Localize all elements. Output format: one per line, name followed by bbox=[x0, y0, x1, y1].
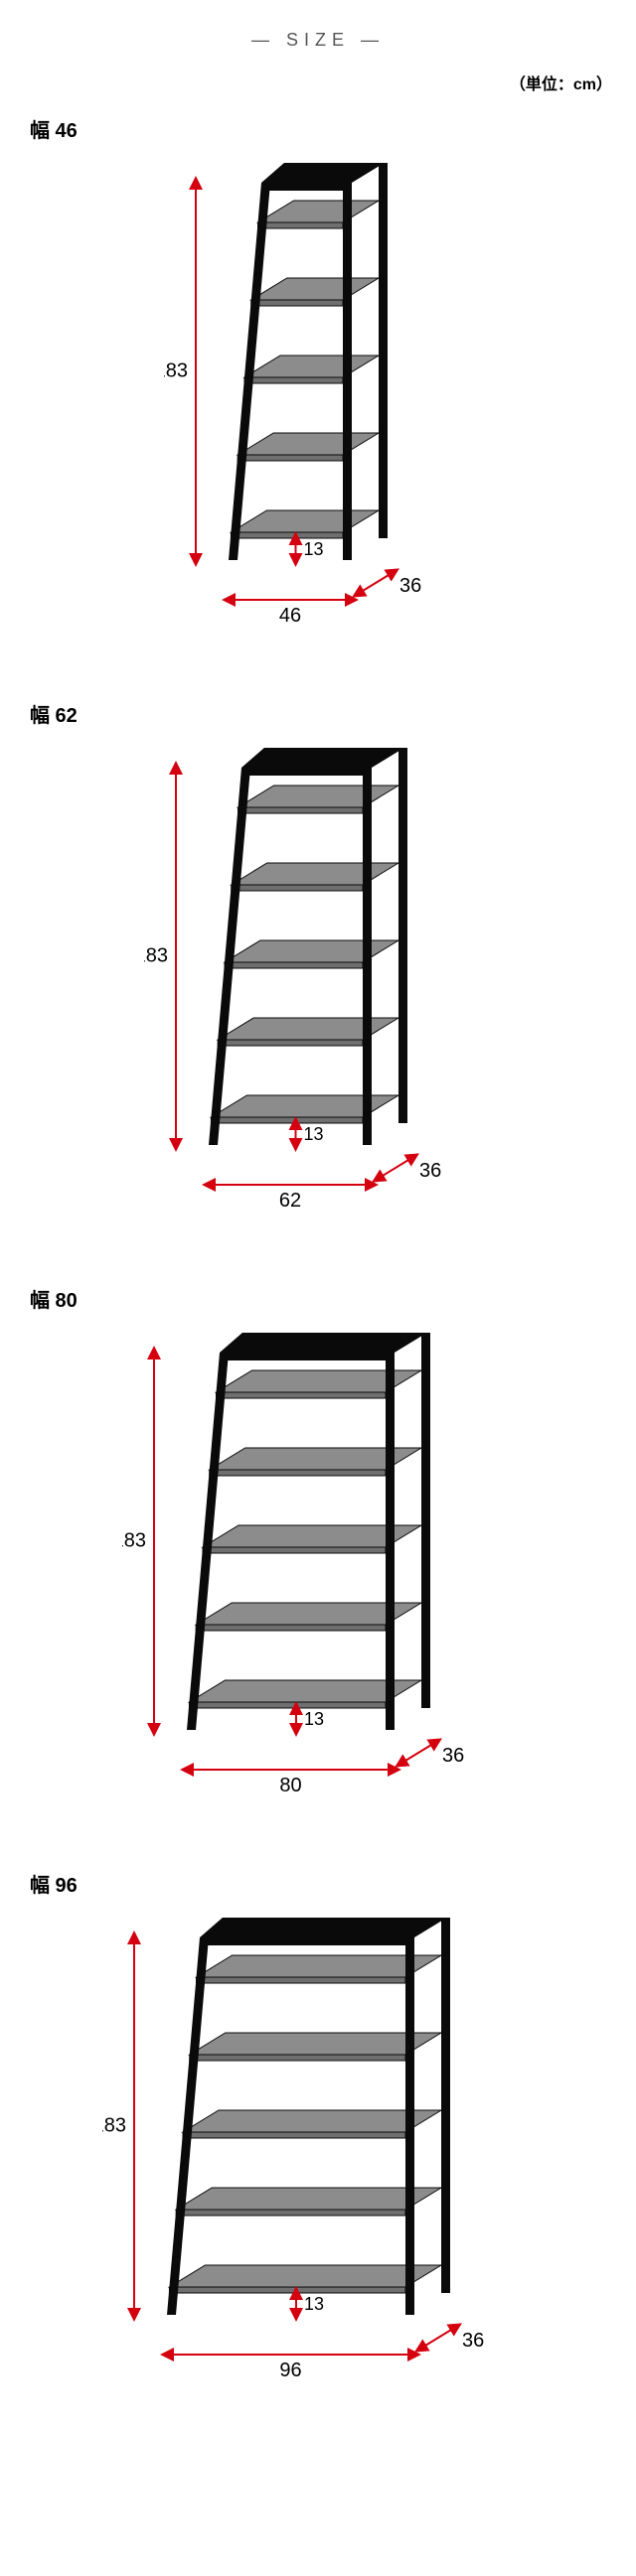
section-title: 幅 62 bbox=[30, 699, 606, 728]
svg-text:96: 96 bbox=[279, 2360, 301, 2381]
size-section: 幅 62 183 62 36 13 bbox=[0, 679, 636, 1264]
svg-text:13: 13 bbox=[304, 1124, 324, 1144]
diagram-wrap: 183 80 36 13 bbox=[30, 1323, 606, 1839]
svg-text:183: 183 bbox=[122, 1529, 146, 1551]
size-section: 幅 46 183 46 36 13 bbox=[0, 94, 636, 679]
diagram-wrap: 183 46 36 13 bbox=[30, 153, 606, 669]
shelf-diagram: 183 46 36 13 bbox=[164, 163, 472, 640]
svg-text:13: 13 bbox=[304, 1709, 324, 1729]
svg-text:13: 13 bbox=[304, 539, 324, 559]
section-title: 幅 80 bbox=[30, 1284, 606, 1313]
section-title: 幅 96 bbox=[30, 1869, 606, 1898]
diagram-wrap: 183 96 36 13 bbox=[30, 1908, 606, 2424]
shelf-diagram: 183 62 36 13 bbox=[144, 748, 492, 1224]
svg-text:46: 46 bbox=[279, 605, 301, 627]
svg-text:36: 36 bbox=[399, 575, 421, 597]
svg-text:36: 36 bbox=[462, 2330, 484, 2352]
svg-text:13: 13 bbox=[304, 2294, 324, 2314]
shelf-diagram: 183 80 36 13 bbox=[122, 1333, 515, 1809]
svg-text:183: 183 bbox=[144, 944, 168, 966]
svg-text:36: 36 bbox=[419, 1160, 441, 1182]
svg-text:183: 183 bbox=[164, 359, 188, 381]
svg-text:183: 183 bbox=[102, 2114, 126, 2136]
shelf-diagram: 183 96 36 13 bbox=[102, 1918, 535, 2394]
svg-text:62: 62 bbox=[279, 1190, 301, 1212]
size-title: — SIZE — bbox=[251, 30, 385, 50]
diagram-wrap: 183 62 36 13 bbox=[30, 738, 606, 1254]
size-section: 幅 80 183 80 36 13 bbox=[0, 1264, 636, 1849]
section-title: 幅 46 bbox=[30, 114, 606, 143]
size-header: — SIZE — bbox=[0, 0, 636, 61]
svg-text:80: 80 bbox=[279, 1775, 301, 1796]
size-section: 幅 96 183 96 36 13 bbox=[0, 1849, 636, 2434]
unit-label: （単位：cm） bbox=[0, 61, 636, 94]
svg-text:36: 36 bbox=[442, 1745, 464, 1767]
